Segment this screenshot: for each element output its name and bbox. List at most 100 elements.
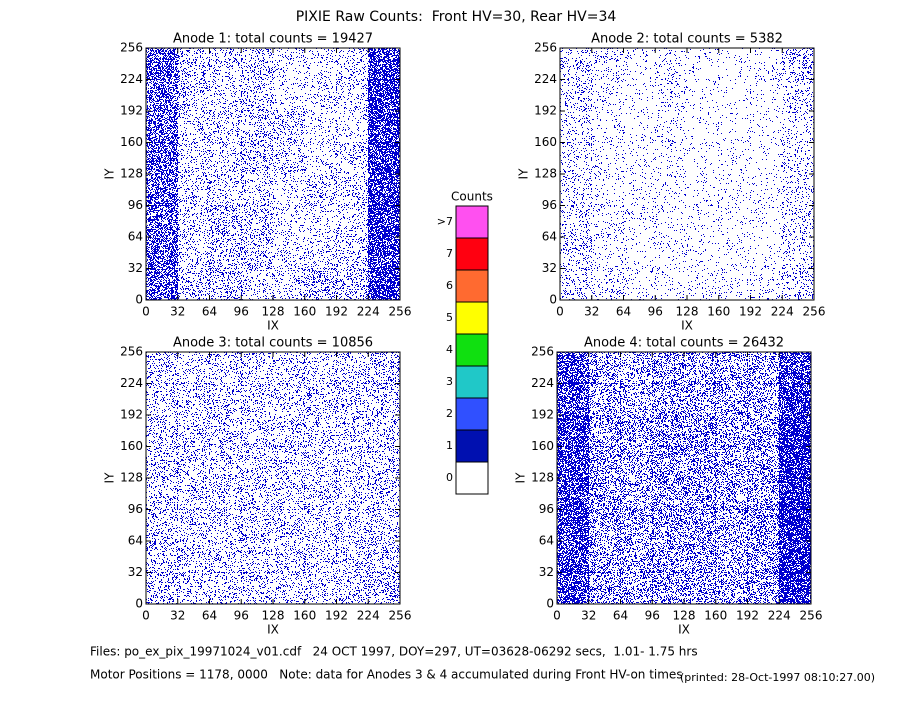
x-tick-label: 256 bbox=[389, 305, 412, 319]
count-block bbox=[336, 383, 369, 415]
count-block bbox=[687, 174, 719, 206]
count-block bbox=[177, 48, 210, 80]
y-tick-label: 160 bbox=[531, 439, 554, 453]
y-tick-label: 64 bbox=[542, 230, 557, 244]
count-block bbox=[336, 509, 369, 541]
count-block bbox=[368, 142, 400, 174]
count-block bbox=[591, 111, 624, 143]
count-block bbox=[241, 446, 273, 478]
count-block bbox=[747, 446, 780, 478]
count-block bbox=[304, 237, 337, 269]
count-block bbox=[177, 142, 210, 174]
count-block bbox=[557, 572, 589, 604]
count-block bbox=[146, 79, 178, 111]
count-block bbox=[591, 205, 624, 237]
count-block bbox=[588, 446, 621, 478]
count-block bbox=[715, 446, 748, 478]
count-block bbox=[591, 268, 624, 300]
colorbar-label: 4 bbox=[446, 343, 453, 356]
count-block bbox=[591, 174, 623, 206]
x-tick-label: 160 bbox=[704, 609, 727, 623]
count-block bbox=[655, 48, 687, 80]
x-tick-label: 128 bbox=[262, 305, 285, 319]
count-block bbox=[304, 79, 337, 111]
footer-files: Files: po_ex_pix_19971024_v01.cdf 24 OCT… bbox=[90, 645, 698, 659]
count-block bbox=[241, 142, 273, 174]
count-block bbox=[620, 383, 653, 415]
count-block bbox=[623, 268, 656, 300]
count-block bbox=[304, 352, 337, 384]
count-block bbox=[209, 352, 242, 384]
y-tick-label: 192 bbox=[120, 104, 143, 118]
count-block bbox=[750, 111, 783, 143]
footer-printed: (printed: 28-Oct-1997 08:10:27.00) bbox=[680, 671, 875, 684]
count-block bbox=[336, 541, 369, 573]
y-axis-label: IY bbox=[103, 472, 117, 484]
count-block bbox=[241, 509, 273, 541]
count-block bbox=[304, 111, 337, 143]
y-tick-label: 192 bbox=[534, 104, 557, 118]
count-block bbox=[273, 383, 305, 415]
count-block bbox=[209, 237, 242, 269]
count-block bbox=[588, 478, 621, 510]
count-block bbox=[779, 383, 811, 415]
y-tick-label: 32 bbox=[539, 565, 554, 579]
count-block bbox=[273, 572, 305, 604]
count-block bbox=[557, 541, 589, 573]
y-tick-label: 64 bbox=[128, 230, 143, 244]
plot-frame bbox=[559, 47, 815, 301]
count-block bbox=[146, 237, 178, 269]
count-block bbox=[209, 415, 242, 447]
count-block bbox=[336, 174, 369, 206]
count-block bbox=[336, 415, 369, 447]
count-block bbox=[557, 352, 589, 384]
count-block bbox=[305, 48, 337, 80]
count-block bbox=[560, 174, 592, 206]
count-block bbox=[588, 415, 621, 447]
count-block bbox=[273, 352, 305, 384]
count-block bbox=[747, 415, 780, 447]
x-tick-label: 64 bbox=[202, 609, 217, 623]
count-block bbox=[336, 446, 369, 478]
count-block bbox=[146, 478, 178, 510]
count-block bbox=[687, 79, 719, 111]
count-block bbox=[687, 238, 717, 269]
count-block bbox=[750, 237, 783, 268]
count-block bbox=[624, 142, 656, 174]
count-block bbox=[782, 237, 814, 269]
count-block bbox=[273, 79, 305, 111]
count-block bbox=[779, 352, 811, 384]
count-block bbox=[273, 174, 305, 206]
count-block bbox=[146, 383, 178, 415]
count-block bbox=[304, 446, 337, 478]
y-tick-label: 128 bbox=[534, 167, 557, 181]
count-block bbox=[747, 509, 780, 541]
count-block bbox=[779, 415, 811, 447]
count-block bbox=[750, 268, 783, 300]
count-block bbox=[715, 352, 748, 384]
count-block bbox=[209, 268, 242, 300]
count-block bbox=[783, 79, 814, 111]
x-tick-label: 128 bbox=[673, 609, 696, 623]
y-tick-label: 32 bbox=[128, 565, 143, 579]
x-axis-label: IX bbox=[267, 623, 279, 637]
count-block bbox=[620, 352, 653, 384]
y-tick-label: 64 bbox=[539, 534, 554, 548]
count-block bbox=[146, 572, 178, 604]
x-tick-label: 160 bbox=[293, 305, 316, 319]
x-axis-label: IX bbox=[267, 319, 279, 333]
count-block bbox=[684, 509, 716, 541]
x-tick-label: 224 bbox=[768, 609, 791, 623]
count-block bbox=[273, 142, 305, 174]
y-axis-label: IY bbox=[103, 168, 117, 180]
count-block bbox=[368, 383, 400, 415]
count-block bbox=[336, 352, 369, 384]
x-tick-label: 96 bbox=[648, 305, 663, 319]
count-block bbox=[782, 142, 814, 174]
count-block bbox=[273, 111, 305, 143]
x-tick-label: 192 bbox=[739, 305, 762, 319]
count-block bbox=[336, 572, 369, 604]
count-block bbox=[754, 48, 783, 80]
count-block bbox=[620, 415, 653, 447]
y-tick-label: 224 bbox=[120, 72, 143, 86]
